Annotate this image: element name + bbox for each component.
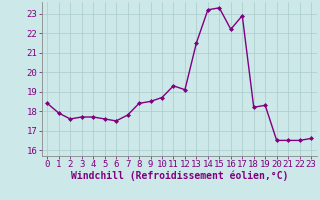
- X-axis label: Windchill (Refroidissement éolien,°C): Windchill (Refroidissement éolien,°C): [70, 171, 288, 181]
